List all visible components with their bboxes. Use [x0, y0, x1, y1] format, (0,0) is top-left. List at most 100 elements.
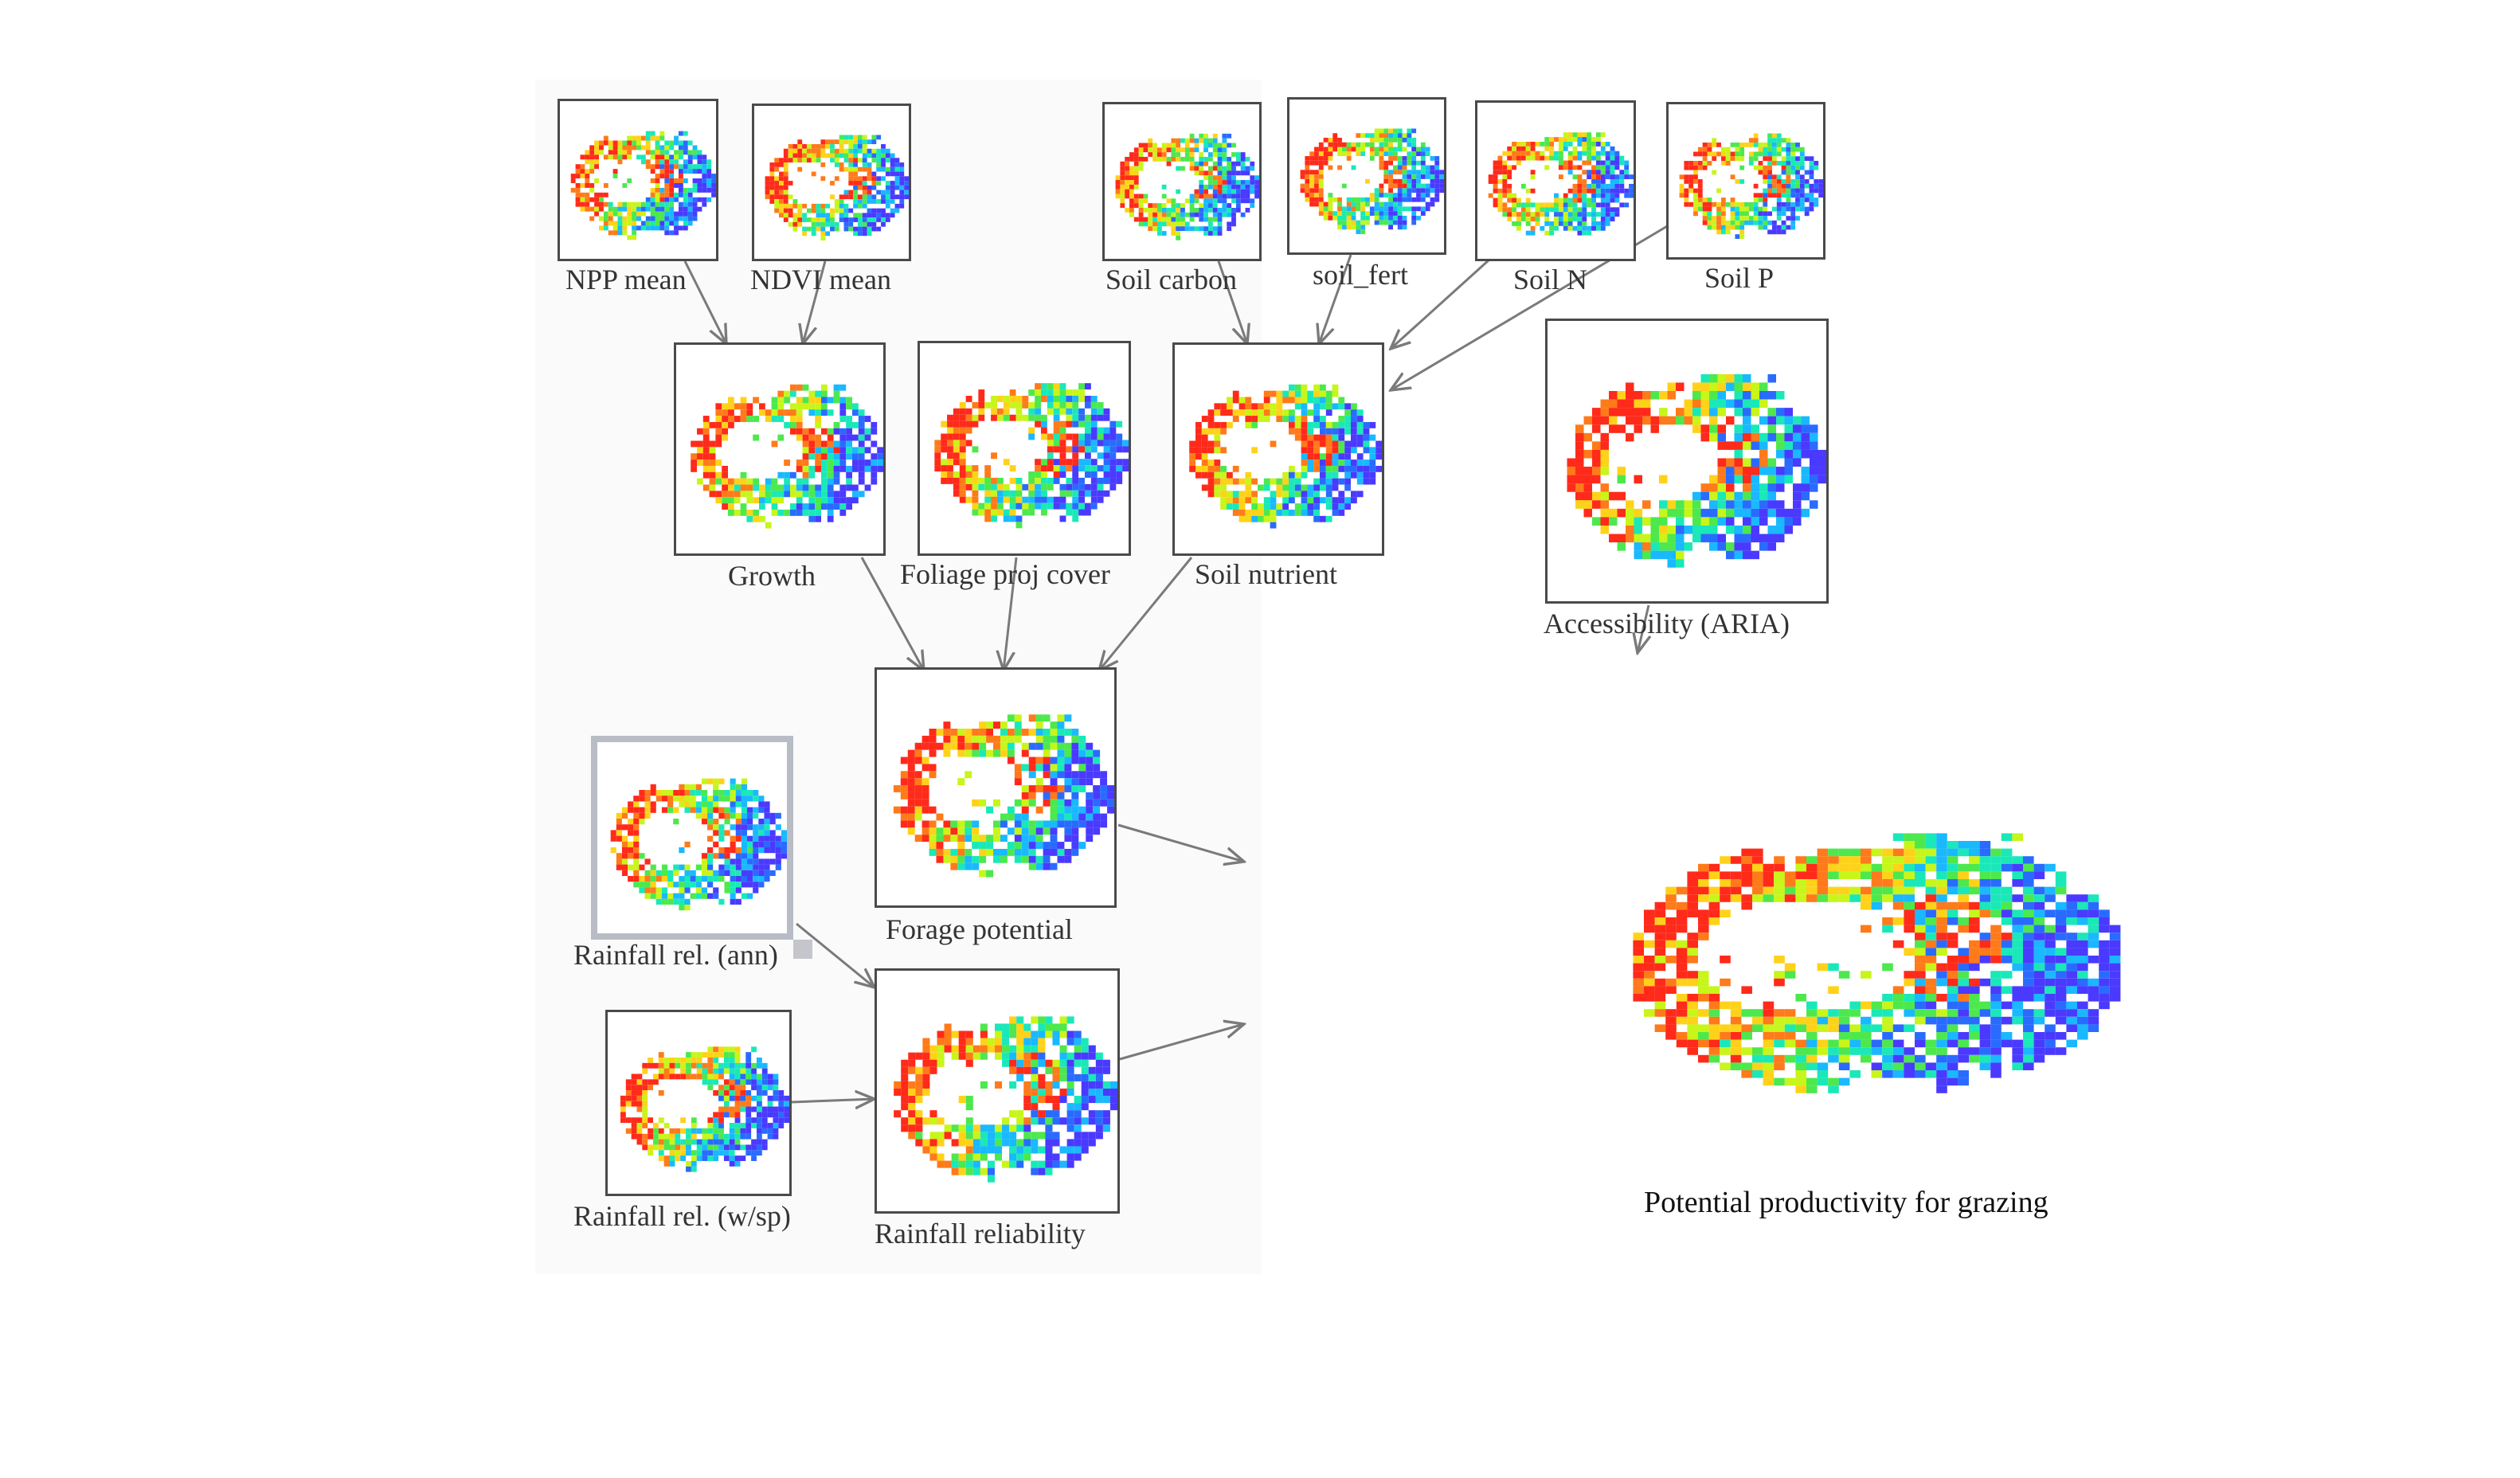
node-rainann[interactable] [591, 736, 793, 940]
map-cell [972, 465, 979, 472]
map-cell [1363, 478, 1370, 485]
map-cell [1692, 416, 1701, 425]
node-growth[interactable] [674, 342, 886, 556]
map-cell [1320, 440, 1326, 448]
map-cell [751, 1095, 757, 1101]
map-cell [1078, 490, 1085, 497]
node-soilf[interactable] [1287, 97, 1446, 255]
map-cell [1337, 147, 1342, 152]
node-forage[interactable] [875, 667, 1117, 908]
map-cell [1059, 446, 1066, 453]
map-cell [718, 1139, 724, 1145]
resize-handle[interactable] [793, 940, 812, 959]
map-cell [1583, 467, 1592, 475]
map-cell [779, 162, 784, 167]
map-cell [1000, 749, 1008, 757]
node-rainrel[interactable] [875, 968, 1120, 1214]
map-cell [1610, 193, 1615, 198]
map-cell [953, 433, 960, 440]
node-aria[interactable] [1545, 319, 1829, 604]
map-cell [1227, 491, 1233, 498]
map-cell [1199, 156, 1204, 162]
node-soiln[interactable] [1475, 100, 1636, 261]
map-cell [1743, 441, 1751, 450]
map-cell [636, 154, 641, 160]
map-cell [769, 841, 776, 847]
map-cell [1251, 409, 1258, 416]
map-cell [701, 819, 708, 825]
map-cell [1050, 721, 1058, 729]
map-cell [1383, 220, 1389, 225]
map-cell [734, 1155, 741, 1161]
node-rainwsp[interactable] [605, 1010, 792, 1196]
map-cell [632, 140, 637, 146]
map-cell [735, 870, 742, 876]
map-cell [1577, 225, 1583, 231]
node-nutrient[interactable] [1172, 342, 1384, 556]
map-cell [1115, 184, 1121, 190]
map-cell [1344, 471, 1351, 479]
map-cell [774, 190, 780, 195]
map-cell [972, 502, 979, 510]
map-cell [1397, 165, 1403, 170]
map-cell [1207, 175, 1213, 181]
map-cell [783, 171, 788, 177]
map-cell [1582, 151, 1587, 156]
map-cell [628, 830, 634, 836]
map-cell [730, 835, 736, 842]
map-cell [1184, 138, 1190, 143]
map-cell [1043, 735, 1051, 743]
map-cell [1014, 842, 1022, 849]
map-cell [669, 169, 675, 174]
map-cell [783, 153, 788, 158]
map-cell [1318, 151, 1324, 157]
map-cell [821, 503, 828, 510]
map-cell [1734, 408, 1743, 416]
node-foliage[interactable] [918, 341, 1131, 556]
map-cell [753, 870, 759, 876]
map-cell [839, 497, 847, 504]
node-ndvi[interactable] [752, 104, 911, 261]
map-cell [1717, 467, 1726, 475]
map-cell [848, 171, 854, 177]
map-cell [1171, 156, 1176, 162]
map-cell [1071, 806, 1079, 814]
map-cell [965, 827, 972, 835]
map-cell [1059, 471, 1066, 478]
map-cell [1109, 452, 1117, 459]
map-cell [1375, 453, 1382, 460]
map-cell [1251, 447, 1258, 454]
node-soilp[interactable] [1666, 102, 1825, 260]
map-cell [1600, 432, 1609, 442]
map-cell [1238, 403, 1246, 410]
map-cell [1679, 188, 1685, 194]
map-cell [1434, 178, 1440, 184]
map-cell [811, 148, 816, 154]
map-cell [783, 162, 788, 167]
node-soilc[interactable] [1102, 102, 1262, 261]
map-cell [1600, 165, 1606, 170]
map-cell [1502, 170, 1508, 175]
map-cell [674, 135, 679, 141]
map-cell [1305, 193, 1310, 197]
map-cell [1138, 147, 1144, 153]
map-cell [839, 416, 847, 422]
map-cell [1809, 206, 1814, 212]
map-cell [594, 145, 599, 151]
map-cell [784, 409, 790, 416]
map-cell [758, 819, 765, 825]
map-cell [1238, 503, 1246, 510]
map-cell [986, 848, 994, 856]
map-cell [769, 858, 776, 865]
map-cell [1307, 428, 1314, 435]
map-cell [1325, 434, 1332, 441]
map-cell [1313, 447, 1320, 454]
map-cell [1634, 542, 1642, 551]
map-cell [1199, 217, 1204, 222]
map-cell [871, 158, 877, 163]
map-cell [802, 158, 807, 163]
map-cell [1222, 189, 1227, 194]
map-cell [839, 403, 847, 410]
map-cell [1497, 207, 1503, 213]
node-npp[interactable] [558, 99, 718, 261]
